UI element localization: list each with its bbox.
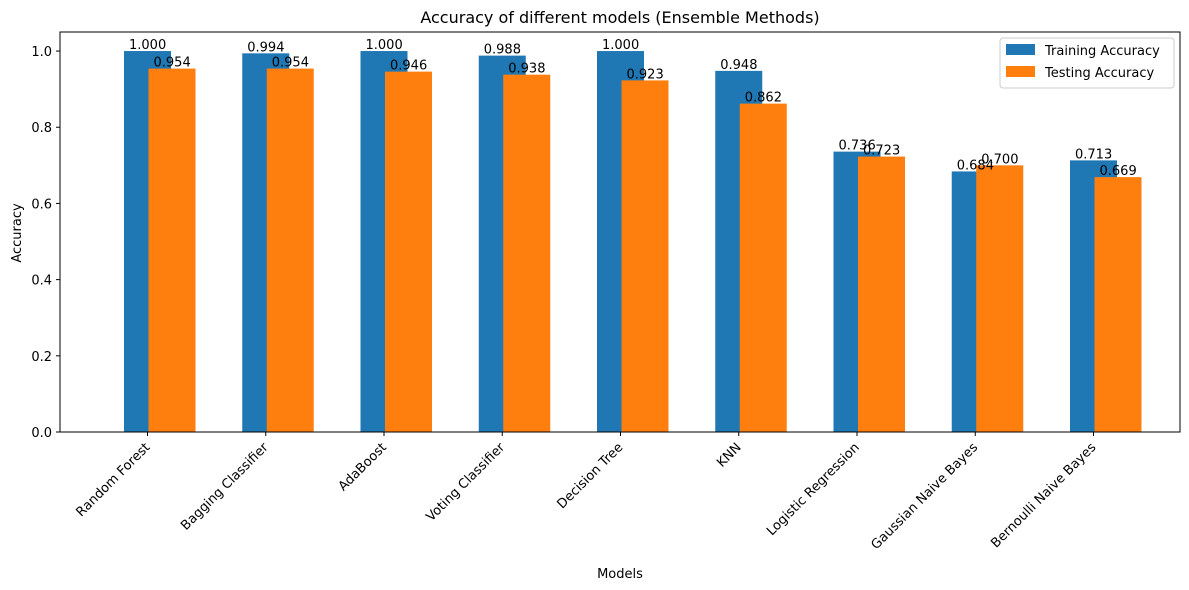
legend: Training Accuracy Testing Accuracy xyxy=(999,37,1175,89)
legend-swatch-training xyxy=(1006,44,1035,55)
x-tick-label: Decision Tree xyxy=(555,440,627,512)
testing-accuracy-label: 0.862 xyxy=(745,91,782,106)
y-tick-label: 0.2 xyxy=(31,350,52,365)
testing-accuracy-bar xyxy=(385,71,432,432)
testing-accuracy-label: 0.923 xyxy=(627,67,664,82)
x-tick-label: Bagging Classifier xyxy=(178,440,272,534)
training-accuracy-label: 0.994 xyxy=(247,40,284,55)
y-tick-label: 0.4 xyxy=(31,274,52,289)
x-axis-ticks: Random Forest Bagging Classifier AdaBoost V… xyxy=(74,432,1099,553)
testing-accuracy-label: 0.954 xyxy=(272,56,309,71)
testing-accuracy-label: 0.669 xyxy=(1100,164,1137,179)
bars-layer xyxy=(124,51,1142,433)
x-tick-label: Bernoulli Naive Bayes xyxy=(988,440,1099,551)
legend-swatch-testing xyxy=(1006,66,1035,77)
legend-box xyxy=(999,37,1175,89)
testing-accuracy-label: 0.700 xyxy=(981,152,1018,167)
x-tick-label: Voting Classifier xyxy=(424,440,509,525)
testing-accuracy-bar xyxy=(739,103,787,432)
training-accuracy-label: 1.000 xyxy=(129,38,166,53)
testing-accuracy-bar xyxy=(621,80,669,432)
testing-accuracy-label: 0.723 xyxy=(863,144,900,159)
testing-accuracy-label: 0.954 xyxy=(154,56,191,71)
chart-title: Accuracy of different models (Ensemble M… xyxy=(420,8,819,27)
training-accuracy-label: 0.988 xyxy=(484,43,521,58)
y-tick-label: 1.0 xyxy=(31,45,52,60)
testing-accuracy-bar xyxy=(148,68,196,433)
y-tick-label: 0.6 xyxy=(31,197,52,212)
y-tick-label: 0.8 xyxy=(31,121,52,136)
legend-label-testing: Testing Accuracy xyxy=(1044,66,1154,81)
x-tick-label: KNN xyxy=(714,440,744,470)
legend-label-training: Training Accuracy xyxy=(1044,44,1160,59)
x-tick-label: Logistic Regression xyxy=(764,440,863,539)
testing-accuracy-bar xyxy=(976,165,1024,433)
y-axis-label: Accuracy xyxy=(10,203,25,263)
plot-frame xyxy=(59,31,1181,433)
training-accuracy-label: 1.000 xyxy=(366,38,403,53)
testing-accuracy-bar xyxy=(266,68,314,433)
x-tick-label: AdaBoost xyxy=(336,440,390,494)
data-labels-layer: 1.0000.9540.9940.9541.0000.9460.9880.938… xyxy=(129,38,1137,179)
x-axis-label: Models xyxy=(597,567,643,582)
testing-accuracy-bar xyxy=(1094,177,1142,432)
training-accuracy-label: 0.948 xyxy=(720,58,757,73)
training-accuracy-label: 0.684 xyxy=(957,158,994,173)
training-accuracy-label: 0.713 xyxy=(1075,147,1112,162)
testing-accuracy-label: 0.938 xyxy=(508,62,545,77)
testing-accuracy-label: 0.946 xyxy=(390,59,427,74)
y-tick-label: 0.0 xyxy=(31,426,52,441)
x-tick-label: Gaussian Naive Bayes xyxy=(868,440,981,553)
x-tick-label: Random Forest xyxy=(74,440,154,520)
training-accuracy-label: 0.736 xyxy=(839,139,876,154)
y-axis-ticks: 0.0 0.2 0.4 0.6 0.8 1.0 xyxy=(31,45,60,441)
training-accuracy-label: 1.000 xyxy=(602,38,639,53)
testing-accuracy-bar xyxy=(858,156,905,433)
testing-accuracy-bar xyxy=(503,74,551,433)
